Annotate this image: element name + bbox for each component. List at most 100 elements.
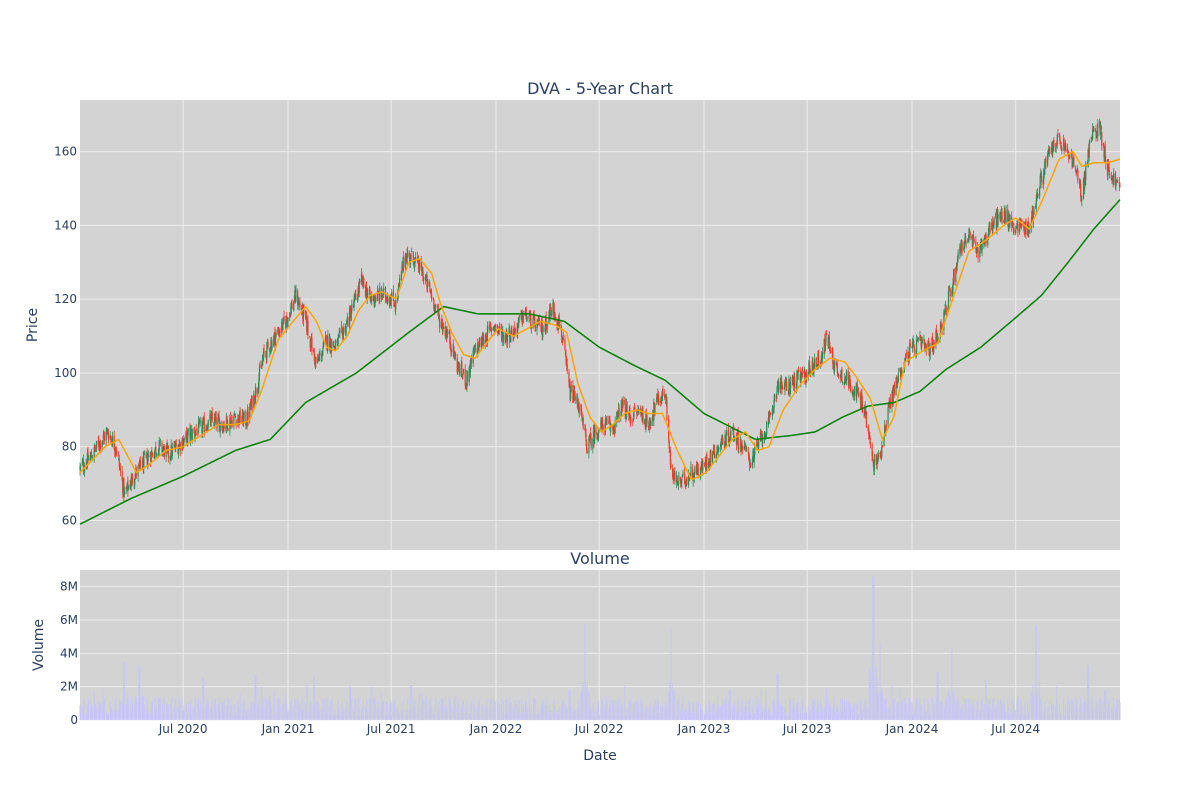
candle-body [319, 353, 321, 356]
volume-bar [367, 709, 369, 720]
volume-bar [753, 713, 755, 720]
candle-body [1101, 131, 1103, 146]
volume-bar [326, 714, 328, 720]
candle-body [513, 335, 515, 339]
volume-bar [107, 715, 109, 720]
volume-bar [225, 704, 227, 720]
volume-bar [580, 693, 582, 720]
volume-bar [1110, 706, 1112, 720]
candle-body [87, 459, 90, 460]
volume-bar [249, 707, 251, 720]
candle-body [872, 455, 874, 460]
candle-body [397, 283, 400, 291]
volume-bar [932, 698, 934, 720]
volume-bar [262, 710, 264, 720]
candle-body [880, 451, 882, 457]
candle-body [872, 460, 874, 463]
candle-body [286, 321, 289, 324]
volume-bar [251, 701, 253, 720]
candle-body [969, 231, 971, 239]
candle-body [411, 250, 413, 253]
volume-bar [865, 706, 867, 720]
volume-bar [145, 713, 147, 720]
volume-bar [548, 704, 550, 720]
candle-body [202, 420, 204, 424]
volume-bar [771, 713, 773, 720]
candle-body [488, 326, 490, 329]
volume-bar [720, 707, 722, 720]
volume-bar [633, 703, 635, 720]
candle-body [664, 394, 666, 398]
volume-bar [805, 708, 807, 720]
candle-body [760, 434, 763, 437]
candle-body [688, 474, 690, 486]
volume-bar [190, 700, 192, 720]
volume-bar [925, 712, 927, 720]
candle-body [322, 342, 324, 349]
volume-bar [831, 710, 833, 720]
volume-bar [387, 711, 389, 720]
volume-bar [860, 700, 862, 720]
volume-bar [693, 708, 695, 720]
candle-body [593, 427, 596, 444]
candle-body [845, 371, 848, 381]
candle-body [434, 305, 437, 308]
candle-body [218, 415, 220, 421]
volume-bar [486, 707, 488, 720]
candle-body [1012, 222, 1014, 226]
candle-body [590, 438, 592, 448]
candle-body [699, 468, 702, 479]
candle-body [518, 315, 520, 318]
candle-body [968, 228, 971, 233]
volume-bar [556, 712, 558, 720]
volume-bar [363, 715, 365, 720]
volume-bar [576, 711, 578, 720]
volume-bar [936, 697, 938, 720]
volume-bar [378, 709, 380, 720]
volume-bar [896, 702, 898, 720]
volume-bar [554, 710, 556, 720]
candle-body [632, 419, 634, 421]
volume-bar [1088, 665, 1090, 720]
volume-bar [391, 703, 393, 720]
candle-body [1114, 172, 1117, 187]
candle-body [381, 296, 383, 300]
volume-bar [526, 709, 528, 720]
volume-bar [963, 710, 965, 720]
volume-bar [339, 710, 341, 720]
volume-bar [661, 706, 663, 720]
candle-body [771, 408, 773, 417]
volume-bar [580, 691, 582, 720]
volume-bar [760, 688, 762, 720]
candle-body [95, 448, 97, 450]
candle-body [534, 317, 536, 326]
volume-bar [439, 707, 441, 720]
volume-bar [689, 703, 691, 720]
candle-body [712, 452, 714, 454]
volume-bar [283, 703, 285, 720]
candle-body [805, 371, 808, 380]
candle-body [542, 330, 544, 332]
volume-bar [265, 698, 267, 720]
volume-bar [518, 711, 520, 720]
volume-bar [230, 704, 232, 720]
volume-bar [107, 714, 109, 720]
volume-bar [1068, 700, 1070, 720]
candle-body [441, 322, 444, 331]
volume-bar [545, 706, 547, 720]
volume-bar [564, 702, 566, 720]
volume-bar [369, 702, 371, 720]
candle-body [562, 337, 564, 340]
volume-bar [868, 708, 870, 720]
volume-bar [969, 698, 971, 720]
candle-body [103, 432, 105, 436]
volume-bar [405, 709, 407, 720]
volume-bar [1043, 712, 1045, 720]
candle-body [534, 323, 536, 332]
volume-bar [187, 702, 189, 720]
volume-bar [425, 707, 427, 720]
volume-bar [197, 703, 199, 720]
volume-bar [355, 698, 357, 720]
volume-bar [690, 711, 692, 720]
candle-body [413, 259, 415, 267]
